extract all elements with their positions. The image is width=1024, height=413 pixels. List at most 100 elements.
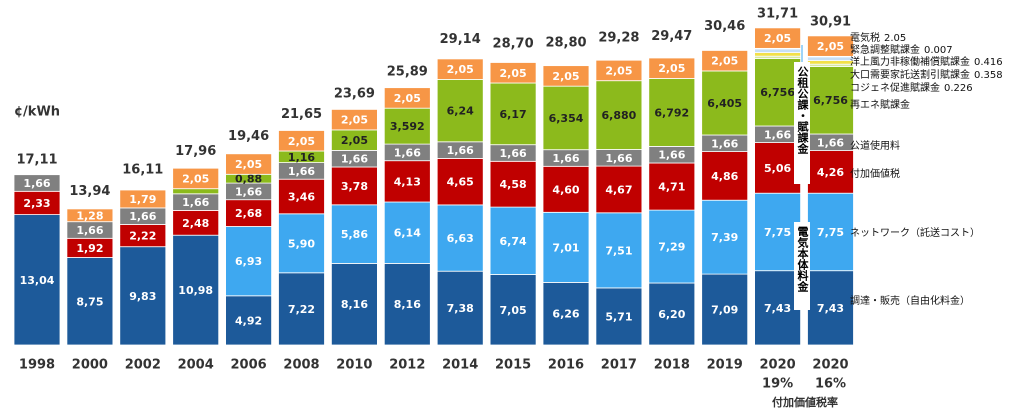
segment-label: 6,20	[658, 308, 685, 321]
segment-label: 8,75	[76, 295, 103, 308]
x-tick-label: 2017	[601, 358, 637, 373]
segment-label: 6,63	[447, 232, 474, 245]
segment-label: 6,24	[447, 105, 474, 118]
segment-label: 7,75	[817, 226, 844, 239]
bar-segment	[225, 226, 273, 297]
series-label: 大口需要家託送割引賦課金	[850, 68, 970, 81]
bar-segment	[489, 160, 537, 208]
segment-label: 4,65	[447, 176, 474, 189]
bar-segment	[330, 109, 378, 131]
segment-label: 4,67	[605, 183, 632, 196]
x-tick-label: 2018	[654, 358, 690, 373]
segment-label: 2,05	[817, 40, 844, 53]
bar-segment	[330, 262, 378, 346]
bar-segment	[542, 281, 590, 346]
segment-label: 2,05	[658, 62, 685, 75]
bar-segment	[278, 130, 325, 152]
segment-label: 6,93	[235, 255, 262, 268]
segment-label: 2,48	[182, 217, 209, 230]
segment-label: 1,66	[764, 128, 791, 141]
bar-segment	[383, 262, 431, 346]
segment-label: 5,06	[764, 162, 791, 175]
x-tick-label: 2010	[336, 358, 372, 373]
bar-segment	[330, 166, 378, 206]
segment-label: 1,66	[817, 136, 844, 149]
rate-label: 19%	[762, 377, 793, 392]
x-tick-label: 2020	[812, 358, 848, 373]
total-label: 30,46	[704, 19, 745, 34]
series-label: 公道使用料	[850, 139, 900, 152]
segment-label: 7,43	[817, 302, 844, 315]
series-value: 0.226	[944, 83, 973, 94]
segment-label: 4,86	[711, 170, 738, 183]
segment-label: 2,05	[288, 135, 315, 148]
segment-label: 4,58	[500, 178, 527, 191]
series-value: 2.05	[884, 33, 906, 44]
segment-label: 1,66	[288, 165, 315, 178]
bar-segment	[595, 165, 643, 214]
segment-label: 7,09	[711, 304, 738, 317]
segment-label: 6,354	[549, 112, 584, 125]
bar-segment	[436, 204, 484, 272]
bar-segment	[701, 151, 749, 201]
group-label: 公租公課・賦課金	[796, 66, 810, 154]
group-bg	[794, 222, 810, 310]
bar-segment	[807, 66, 854, 135]
bar-segment	[489, 206, 537, 275]
total-label: 29,28	[598, 31, 639, 46]
segment-label: 1,66	[23, 177, 50, 190]
total-label: 29,47	[651, 29, 692, 44]
bar-segment	[489, 274, 537, 346]
segment-label: 1,66	[76, 224, 103, 237]
total-label: 31,71	[757, 6, 798, 21]
x-tick-label: 2019	[707, 358, 743, 373]
total-label: 25,89	[387, 65, 428, 80]
total-label: 17,96	[175, 144, 216, 159]
segment-label: 6,17	[500, 108, 527, 121]
segment-label: 5,71	[605, 310, 632, 323]
segment-label: 7,38	[447, 302, 474, 315]
total-label: 13,94	[69, 184, 110, 199]
bar-segment	[701, 70, 749, 136]
segment-label: 2,05	[500, 67, 527, 80]
segment-label: 6,74	[500, 235, 527, 248]
bar-segment	[754, 27, 801, 49]
segment-label: 1,66	[182, 196, 209, 209]
segment-label: 7,22	[288, 303, 315, 316]
segment-label: 1,66	[129, 210, 156, 223]
segment-label: 5,90	[288, 237, 315, 250]
segment-label: 6,14	[394, 227, 421, 240]
segment-label: 8,16	[341, 298, 368, 311]
x-tick-label: 2006	[231, 358, 267, 373]
bar-segment	[542, 85, 590, 151]
total-label: 28,70	[493, 37, 534, 52]
segment-label: 2,05	[394, 92, 421, 105]
segment-label: 13,04	[20, 274, 55, 287]
x-tick-label: 2004	[178, 358, 214, 373]
bar-segment	[754, 142, 801, 194]
bar-segment	[807, 60, 854, 65]
segment-label: 1,92	[76, 242, 103, 255]
segment-label: 1,28	[76, 209, 103, 222]
rate-title: 付加価値税率	[772, 395, 838, 409]
series-label: 電気税	[850, 31, 880, 44]
series-value: 0.007	[924, 45, 953, 56]
series-label: 調達・販売（自由化料金）	[850, 294, 970, 307]
bar-segment	[278, 272, 325, 346]
unit-label: ¢/kWh	[14, 105, 60, 120]
bar-segment	[754, 192, 801, 272]
segment-label: 2,05	[182, 172, 209, 185]
segment-label: 2,05	[711, 55, 738, 68]
x-tick-label: 2020	[760, 358, 796, 373]
bar-segment	[754, 270, 801, 346]
segment-label: 6,792	[654, 106, 689, 119]
bar-segment	[436, 58, 484, 80]
segment-label: 1,66	[447, 144, 474, 157]
bar-segment	[701, 199, 749, 275]
segment-label: 7,43	[764, 302, 791, 315]
bar-segment	[489, 82, 537, 146]
total-label: 29,14	[440, 32, 481, 47]
bar-segment	[13, 174, 61, 192]
x-tick-label: 2014	[442, 358, 478, 373]
